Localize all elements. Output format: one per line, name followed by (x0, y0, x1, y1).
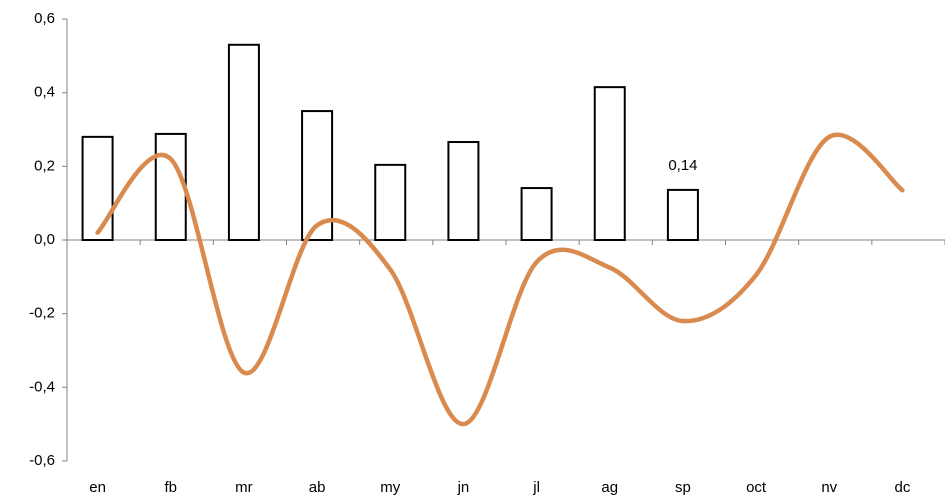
x-tick-label: jl (532, 479, 540, 496)
x-tick-label: mr (235, 479, 253, 496)
x-tick-label: my (380, 479, 400, 496)
line (95, 132, 905, 427)
x-tick-label: ab (309, 479, 326, 496)
x-tick-label: sp (675, 479, 691, 496)
x-tick-label: nv (821, 479, 837, 496)
x-tick-label: ag (601, 479, 618, 496)
x-tick-label: en (89, 479, 106, 496)
y-tick-label: 0,2 (34, 157, 55, 174)
y-tick-label: 0,4 (34, 84, 55, 101)
x-tick-label: fb (164, 479, 177, 496)
x-tick-label: dc (894, 479, 910, 496)
bar (593, 86, 626, 242)
bar (520, 187, 553, 242)
y-tick-label: 0,0 (34, 231, 55, 248)
bar (154, 132, 187, 241)
x-tick-label: jn (457, 479, 470, 496)
y-tick-label: -0,6 (29, 452, 55, 469)
bar (227, 43, 260, 241)
bar (666, 188, 699, 241)
bar (447, 141, 480, 241)
y-tick-label: -0,2 (29, 305, 55, 322)
bar (374, 163, 407, 241)
x-tick-label: oct (746, 479, 767, 496)
y-tick-label: 0,6 (34, 10, 55, 27)
bar (81, 135, 114, 241)
data-label: 0,14 (668, 157, 697, 174)
y-tick-label: -0,4 (29, 378, 55, 395)
